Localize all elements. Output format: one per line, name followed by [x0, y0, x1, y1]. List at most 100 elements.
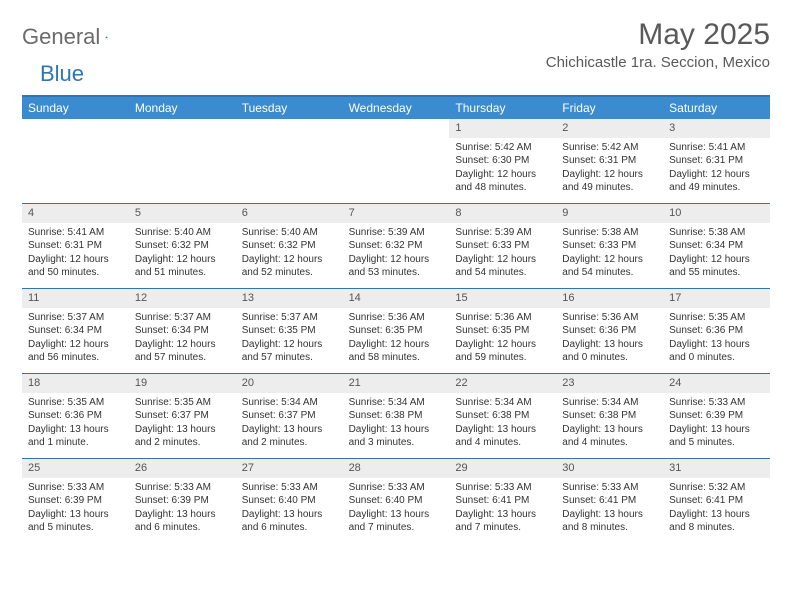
day-cell: 12Sunrise: 5:37 AMSunset: 6:34 PMDayligh…: [129, 289, 236, 373]
sunrise-text: Sunrise: 5:33 AM: [562, 481, 657, 495]
day-number-bar: 29: [449, 459, 556, 478]
day-number: 5: [135, 207, 141, 219]
dow-saturday: Saturday: [663, 97, 770, 119]
day-number: 24: [669, 377, 681, 389]
day-number-bar: 11: [22, 289, 129, 308]
day-number-bar: [22, 119, 129, 138]
week-row: 25Sunrise: 5:33 AMSunset: 6:39 PMDayligh…: [22, 458, 770, 543]
sunrise-text: Sunrise: 5:36 AM: [349, 311, 444, 325]
day-cell: 8Sunrise: 5:39 AMSunset: 6:33 PMDaylight…: [449, 204, 556, 288]
daylight-text: Daylight: 13 hours and 5 minutes.: [28, 508, 123, 535]
day-number: 8: [455, 207, 461, 219]
day-number-bar: 22: [449, 374, 556, 393]
day-number: 31: [669, 462, 681, 474]
month-title: May 2025: [546, 18, 770, 52]
day-of-week-row: Sunday Monday Tuesday Wednesday Thursday…: [22, 97, 770, 119]
calendar: Sunday Monday Tuesday Wednesday Thursday…: [22, 95, 770, 543]
sunrise-text: Sunrise: 5:34 AM: [562, 396, 657, 410]
brand-word-2: Blue: [40, 61, 84, 87]
day-number: 7: [349, 207, 355, 219]
day-number-bar: 16: [556, 289, 663, 308]
day-cell: 9Sunrise: 5:38 AMSunset: 6:33 PMDaylight…: [556, 204, 663, 288]
day-number-bar: 18: [22, 374, 129, 393]
sunrise-text: Sunrise: 5:42 AM: [562, 141, 657, 155]
day-number-bar: 19: [129, 374, 236, 393]
daylight-text: Daylight: 12 hours and 54 minutes.: [455, 253, 550, 280]
sunset-text: Sunset: 6:39 PM: [28, 494, 123, 508]
sunset-text: Sunset: 6:36 PM: [28, 409, 123, 423]
day-cell: 24Sunrise: 5:33 AMSunset: 6:39 PMDayligh…: [663, 374, 770, 458]
day-number: 9: [562, 207, 568, 219]
day-number-bar: 12: [129, 289, 236, 308]
sunset-text: Sunset: 6:35 PM: [349, 324, 444, 338]
daylight-text: Daylight: 13 hours and 7 minutes.: [349, 508, 444, 535]
daylight-text: Daylight: 13 hours and 6 minutes.: [242, 508, 337, 535]
day-cell: 13Sunrise: 5:37 AMSunset: 6:35 PMDayligh…: [236, 289, 343, 373]
day-number: 30: [562, 462, 574, 474]
daylight-text: Daylight: 12 hours and 59 minutes.: [455, 338, 550, 365]
day-cell: 29Sunrise: 5:33 AMSunset: 6:41 PMDayligh…: [449, 459, 556, 543]
day-number-bar: 28: [343, 459, 450, 478]
sunrise-text: Sunrise: 5:38 AM: [562, 226, 657, 240]
day-number: 10: [669, 207, 681, 219]
sunset-text: Sunset: 6:39 PM: [669, 409, 764, 423]
sunset-text: Sunset: 6:31 PM: [28, 239, 123, 253]
sunrise-text: Sunrise: 5:34 AM: [455, 396, 550, 410]
day-number: 2: [562, 122, 568, 134]
day-number-bar: 25: [22, 459, 129, 478]
day-number-bar: [129, 119, 236, 138]
day-number-bar: 23: [556, 374, 663, 393]
day-number-bar: 17: [663, 289, 770, 308]
daylight-text: Daylight: 13 hours and 4 minutes.: [562, 423, 657, 450]
day-number: 19: [135, 377, 147, 389]
daylight-text: Daylight: 13 hours and 3 minutes.: [349, 423, 444, 450]
day-number: 13: [242, 292, 254, 304]
day-number-bar: 7: [343, 204, 450, 223]
sunrise-text: Sunrise: 5:39 AM: [455, 226, 550, 240]
sunrise-text: Sunrise: 5:38 AM: [669, 226, 764, 240]
sunset-text: Sunset: 6:41 PM: [562, 494, 657, 508]
day-cell: 16Sunrise: 5:36 AMSunset: 6:36 PMDayligh…: [556, 289, 663, 373]
day-number: 26: [135, 462, 147, 474]
daylight-text: Daylight: 12 hours and 57 minutes.: [242, 338, 337, 365]
sunset-text: Sunset: 6:31 PM: [669, 154, 764, 168]
daylight-text: Daylight: 13 hours and 0 minutes.: [562, 338, 657, 365]
sunrise-text: Sunrise: 5:33 AM: [455, 481, 550, 495]
daylight-text: Daylight: 13 hours and 0 minutes.: [669, 338, 764, 365]
day-cell: 5Sunrise: 5:40 AMSunset: 6:32 PMDaylight…: [129, 204, 236, 288]
sunrise-text: Sunrise: 5:37 AM: [135, 311, 230, 325]
sunset-text: Sunset: 6:34 PM: [28, 324, 123, 338]
week-row: 4Sunrise: 5:41 AMSunset: 6:31 PMDaylight…: [22, 203, 770, 288]
daylight-text: Daylight: 12 hours and 49 minutes.: [669, 168, 764, 195]
day-cell: [236, 119, 343, 203]
week-row: 1Sunrise: 5:42 AMSunset: 6:30 PMDaylight…: [22, 119, 770, 203]
day-cell: 18Sunrise: 5:35 AMSunset: 6:36 PMDayligh…: [22, 374, 129, 458]
weeks-container: 1Sunrise: 5:42 AMSunset: 6:30 PMDaylight…: [22, 119, 770, 543]
day-number: 18: [28, 377, 40, 389]
day-cell: 20 Sunrise: 5:34 AMSunset: 6:37 PMDayligh…: [236, 374, 343, 458]
sunset-text: Sunset: 6:41 PM: [455, 494, 550, 508]
sunset-text: Sunset: 6:34 PM: [669, 239, 764, 253]
sunrise-text: Sunrise: 5:41 AM: [28, 226, 123, 240]
day-number-bar: 10: [663, 204, 770, 223]
sunrise-text: Sunrise: 5:39 AM: [349, 226, 444, 240]
sunset-text: Sunset: 6:32 PM: [135, 239, 230, 253]
day-cell: 17Sunrise: 5:35 AMSunset: 6:36 PMDayligh…: [663, 289, 770, 373]
sunset-text: Sunset: 6:38 PM: [349, 409, 444, 423]
day-number: 6: [242, 207, 248, 219]
day-number: 23: [562, 377, 574, 389]
day-number-bar: 27: [236, 459, 343, 478]
daylight-text: Daylight: 13 hours and 2 minutes.: [242, 423, 337, 450]
day-number-bar: 14: [343, 289, 450, 308]
sunrise-text: Sunrise: 5:34 AM: [242, 396, 337, 410]
sunset-text: Sunset: 6:37 PM: [242, 409, 337, 423]
dow-friday: Friday: [556, 97, 663, 119]
sunset-text: Sunset: 6:33 PM: [562, 239, 657, 253]
day-number: 20: [242, 377, 254, 389]
sunrise-text: Sunrise: 5:42 AM: [455, 141, 550, 155]
location-text: Chichicastle 1ra. Seccion, Mexico: [546, 54, 770, 71]
day-cell: [22, 119, 129, 203]
dow-sunday: Sunday: [22, 97, 129, 119]
sunrise-text: Sunrise: 5:36 AM: [455, 311, 550, 325]
daylight-text: Daylight: 12 hours and 51 minutes.: [135, 253, 230, 280]
